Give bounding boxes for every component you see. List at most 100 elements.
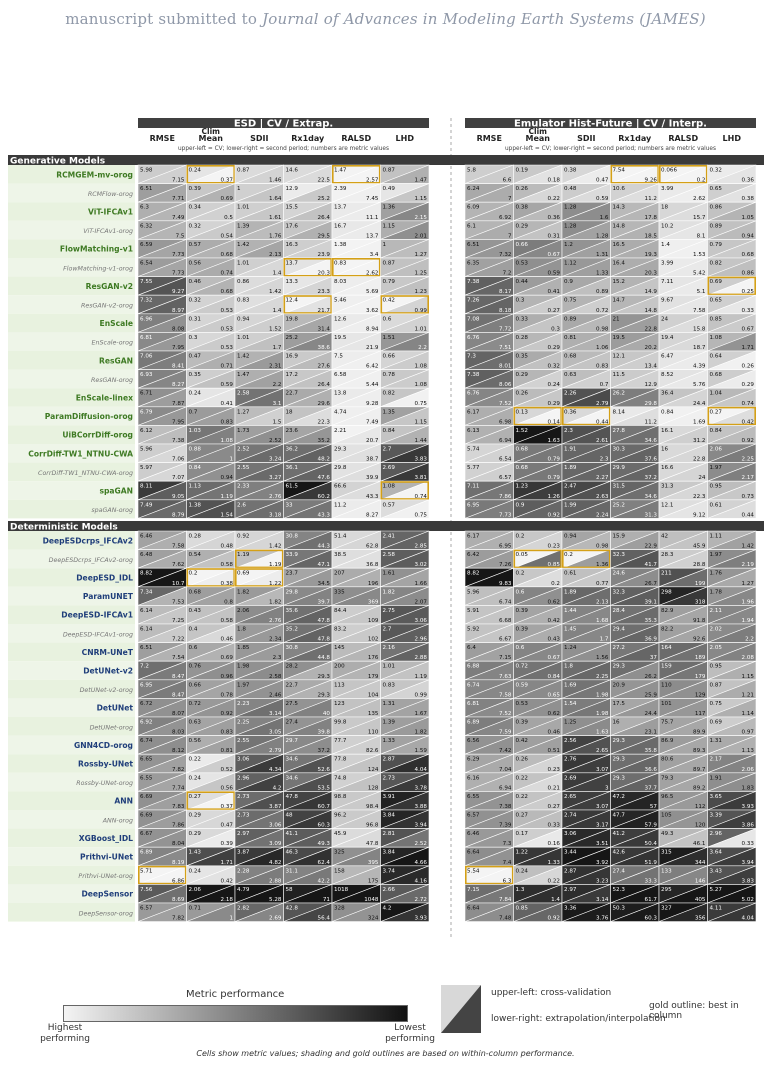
cell-value-cv: 6.42 — [467, 552, 479, 558]
cell-value-second: 7.51 — [499, 345, 512, 351]
cell-value-second: 45.9 — [693, 544, 706, 550]
cell-value-cv: 0.72 — [189, 701, 201, 707]
cell-value-cv: 0.27 — [710, 409, 723, 415]
group-title: Deterministic Models — [10, 522, 118, 532]
cell-value-second: 0.42 — [548, 618, 560, 624]
cell-value-second: 26.7 — [645, 581, 658, 587]
cell-value-second: 37.2 — [318, 748, 330, 754]
cell-value-cv: 0.2 — [189, 571, 198, 577]
cell-value-cv: 6.58 — [334, 372, 347, 378]
cell-value-second: 9.26 — [645, 178, 658, 184]
cell-value-cv: 25.2 — [286, 335, 298, 341]
cell-value-second: 7.95 — [172, 345, 185, 351]
cell-value-cv: 0.39 — [516, 720, 529, 726]
cell-value-cv: 0.32 — [189, 223, 201, 229]
cell-value-second: 5.28 — [269, 897, 282, 903]
cell-value-second: 7 — [508, 196, 512, 202]
model-label: DetUNet-orog — [90, 723, 133, 731]
cell-value-cv: 3.84 — [383, 813, 396, 819]
cell-value-cv: 16.1 — [661, 428, 674, 434]
cell-value-cv: 84.4 — [334, 608, 347, 614]
cell-value-second: 1.42 — [269, 544, 281, 550]
cell-value-cv: 0.27 — [189, 794, 202, 800]
cell-value-cv: 0.34 — [189, 205, 202, 211]
cell-value-cv: 1.51 — [383, 335, 396, 341]
row-label-cell — [8, 661, 135, 680]
cell-value-cv: 0.26 — [516, 391, 529, 397]
row-label-cell — [8, 735, 135, 755]
cell-value-second: 2.34 — [269, 637, 282, 643]
cell-value-second: 47.8 — [318, 618, 331, 624]
cell-value-cv: 6.46 — [467, 831, 480, 837]
row-label-cell — [8, 531, 135, 550]
cell-value-cv: 1.31 — [710, 738, 723, 744]
cell-value-second: 0.67 — [742, 326, 755, 332]
row-label-cell — [8, 220, 135, 240]
cell-value-second: 1.33 — [548, 860, 561, 866]
cell-value-second: 1.66 — [415, 581, 428, 587]
cell-value-cv: 6.14 — [140, 627, 153, 633]
cell-value-second: 22.8 — [645, 326, 658, 332]
cell-value-second: 0.92 — [221, 711, 233, 717]
cell-value-second: 8.79 — [172, 512, 185, 518]
cell-value-second: 112 — [695, 804, 706, 810]
cell-value-cv: 5.77 — [467, 465, 480, 471]
cell-value-second: 324 — [368, 916, 379, 922]
cell-value-second: 369 — [368, 599, 379, 605]
cell-value-second: 0.56 — [221, 785, 234, 791]
cell-value-cv: 0.89 — [710, 223, 723, 229]
cell-value-cv: 0.6 — [383, 316, 392, 322]
cell-value-second: 7.06 — [172, 457, 185, 463]
cell-value-second: 37.7 — [645, 785, 658, 791]
cell-value-second: 8.17 — [499, 289, 512, 295]
model-label: DeepESD_IDL — [76, 574, 133, 583]
cell-value-cv: 2.33 — [237, 484, 250, 490]
cell-value-second: 0.94 — [742, 233, 755, 239]
best-in-column-outline — [464, 865, 514, 885]
cell-value-cv: 2.73 — [237, 794, 250, 800]
cell-value-second: 5.76 — [693, 382, 706, 388]
cell-value-second: 0.2 — [551, 581, 560, 587]
model-label: Rossby-UNet — [78, 760, 133, 769]
cell-value-cv: 6.29 — [467, 757, 480, 763]
cell-value-second: 3.05 — [269, 730, 282, 736]
cell-value-cv: 0.22 — [516, 794, 528, 800]
cell-value-cv: 38.5 — [334, 552, 347, 558]
cell-value-cv: 8.11 — [140, 484, 153, 490]
cell-value-second: 1.52 — [269, 326, 281, 332]
cell-value-second: 3.14 — [596, 897, 609, 903]
cell-value-cv: 2.56 — [564, 738, 577, 744]
cell-value-second: 22.3 — [318, 419, 331, 425]
cell-value-second: 49.3 — [318, 841, 331, 847]
cell-value-cv: 12.1 — [661, 502, 674, 508]
cell-value-second: 0.27 — [548, 308, 561, 314]
column-header: RALSD — [668, 134, 698, 143]
cell-value-second: 5.44 — [366, 382, 379, 388]
cell-value-second: 4.39 — [693, 364, 706, 370]
cell-value-second: 1.98 — [596, 692, 609, 698]
cell-value-second: 44.3 — [318, 544, 331, 550]
cell-value-cv: 21 — [613, 316, 621, 322]
cell-value-second: 4.04 — [415, 767, 428, 773]
cell-value-cv: 1.39 — [237, 223, 250, 229]
cell-value-second: 2.07 — [415, 599, 428, 605]
cell-value-cv: 1.82 — [237, 589, 249, 595]
cell-value-cv: 25.2 — [613, 502, 625, 508]
cell-value-second: 6.57 — [499, 475, 512, 481]
column-header: Clim — [529, 127, 548, 136]
cell-value-cv: 22.7 — [286, 682, 299, 688]
cell-value-cv: 1.31 — [383, 701, 396, 707]
cell-value-cv: 0.42 — [383, 298, 395, 304]
cell-value-second: 7.49 — [172, 215, 185, 221]
cell-value-second: 0.99 — [415, 692, 428, 698]
cell-value-second: 9.05 — [172, 494, 185, 500]
cell-value-cv: 2.87 — [383, 757, 396, 763]
cell-value-cv: 83.2 — [334, 627, 346, 633]
cell-value-cv: 0.7 — [189, 409, 198, 415]
cell-value-second: 2.2 — [418, 345, 427, 351]
cell-value-cv: 0.68 — [564, 354, 577, 360]
cell-value-cv: 0.19 — [516, 168, 529, 174]
cell-value-cv: 6.88 — [467, 664, 480, 670]
cell-value-second: 35.2 — [318, 438, 330, 444]
cell-value-cv: 66.6 — [334, 484, 347, 490]
